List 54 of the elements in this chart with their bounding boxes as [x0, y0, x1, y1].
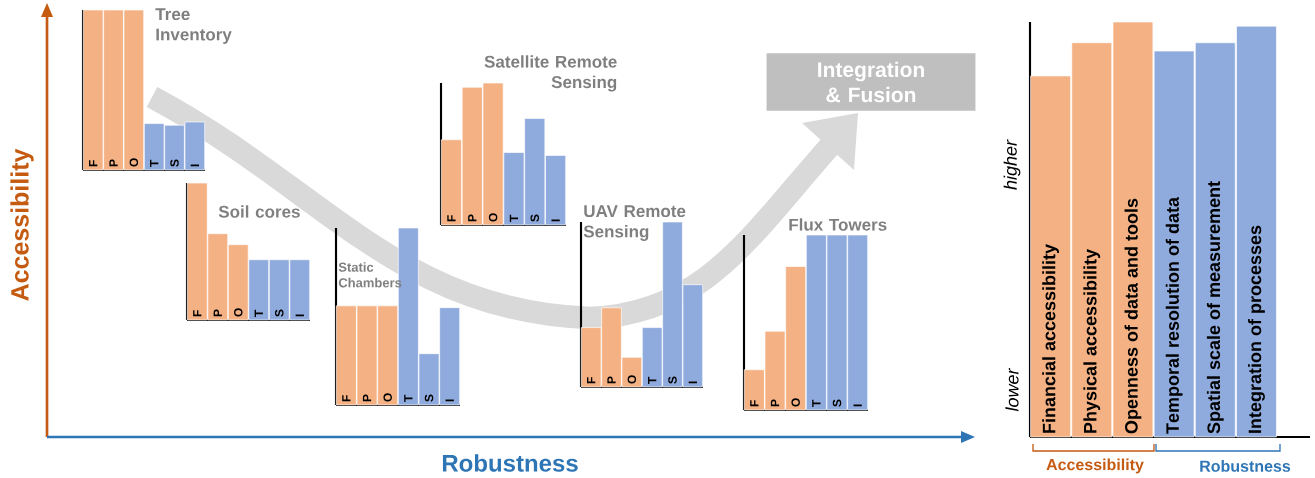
x-tick-label: F [750, 400, 759, 407]
x-tick-label: I [688, 381, 697, 384]
x-tick-label: O [488, 213, 498, 222]
chart-title: Flux Towers [789, 218, 887, 231]
x-tick-label: S [668, 376, 677, 384]
x-tick-label: S [275, 309, 284, 317]
x-tick-label: Integration of processes [1248, 225, 1265, 433]
x-tick-label: T [812, 399, 821, 407]
x-tick-label: P [770, 399, 780, 407]
x-tick-label: S [424, 394, 434, 402]
x-tick-label: T [404, 394, 413, 402]
x-tick-label: O [627, 375, 637, 384]
x-tick-label: Openness of data and tools [1124, 198, 1142, 434]
x-tick-label: F [587, 377, 596, 384]
x-tick-label: I [445, 399, 454, 402]
x-tick-label: S [170, 159, 179, 167]
x-tick-label: O [234, 308, 243, 317]
x-tick-label: O [383, 393, 392, 402]
x-tick-label: I [190, 164, 199, 167]
x-tick-label: I [551, 219, 560, 222]
chart-title: Satellite Remote Sensing [484, 55, 617, 92]
text: higher [1003, 139, 1021, 190]
x-tick-label: T [254, 309, 263, 317]
x-tick-label: P [607, 376, 616, 384]
chart-title: Tree Inventory [155, 8, 232, 44]
x-tick-label: I [295, 314, 304, 317]
x-tick-label: F [89, 160, 98, 167]
x-tick-label: S [530, 214, 540, 222]
x-tick-label: O [129, 158, 139, 167]
x-tick-label: T [648, 376, 657, 384]
x-tick-label: S [832, 399, 842, 407]
x-tick-label: Temporal resolution of data [1165, 196, 1183, 434]
x-tick-label: P [109, 159, 118, 167]
x-tick-label: F [193, 310, 202, 317]
x-tick-label: T [509, 214, 519, 222]
x-tick-label: Physical accessibility [1083, 249, 1101, 433]
text: Robustness [442, 454, 578, 472]
text: Accessibility [1046, 458, 1144, 474]
text: Accessibility [10, 148, 34, 301]
x-tick-label: O [791, 398, 800, 407]
x-tick-label: F [342, 395, 351, 402]
x-tick-label: F [447, 215, 456, 222]
x-tick-label: P [213, 309, 222, 317]
x-tick-label: T [150, 159, 159, 167]
x-tick-label: Financial accessibility [1042, 244, 1059, 433]
x-tick-label: P [468, 214, 477, 222]
text: Soil cores [218, 205, 300, 218]
text: Robustness [1200, 460, 1291, 472]
chart-title: UAV Remote Sensing [583, 205, 686, 241]
text: lower [1005, 367, 1019, 412]
text: Integration & Fusion [818, 61, 924, 103]
x-tick-label: I [853, 404, 862, 407]
x-tick-label: P [362, 394, 372, 402]
x-tick-label: Spatial scale of measurement [1206, 181, 1224, 434]
